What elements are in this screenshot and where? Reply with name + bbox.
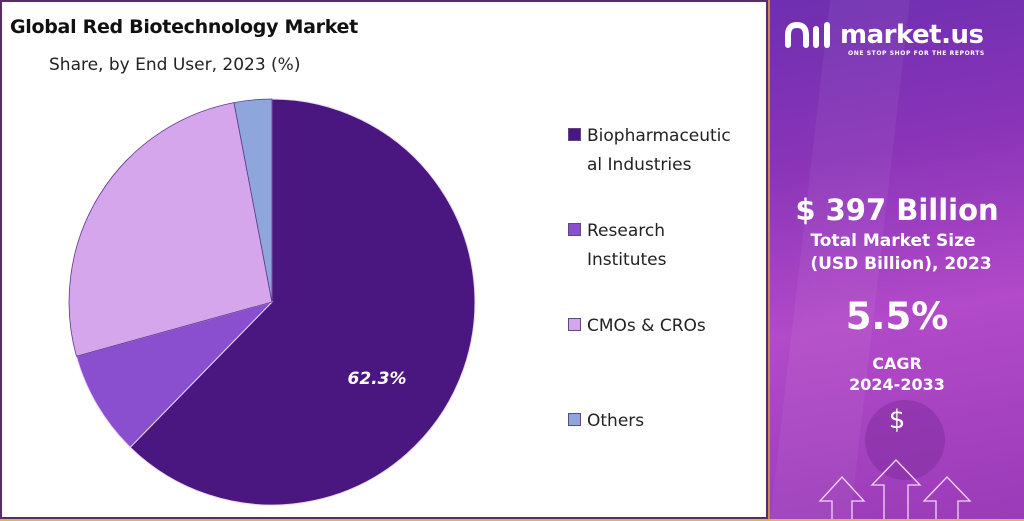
growth-arrows-icon — [818, 459, 972, 519]
bottom-border — [0, 519, 1024, 521]
legend-swatch — [568, 413, 581, 426]
slice-cmos-cros — [68, 102, 273, 357]
slice-value-label: 62.3% — [348, 369, 407, 389]
slice-others — [233, 98, 273, 303]
legend-label: Biopharmaceutic — [587, 126, 731, 146]
legend-label: Institutes — [587, 250, 667, 270]
legend-swatch — [568, 223, 581, 236]
chart-panel: Global Red Biotechnology Market Share, b… — [0, 0, 768, 519]
legend-swatch — [568, 318, 581, 331]
slice-biopharmaceutical — [129, 98, 476, 506]
legend-item-research: Research Institutes — [568, 217, 762, 275]
dollar-icon: $ — [888, 405, 906, 435]
cagr-period: 2024-2033 — [849, 375, 945, 394]
legend-item-cmos: CMOs & CROs — [568, 312, 762, 341]
legend-label: Research — [587, 221, 665, 241]
market-us-logo-icon — [785, 21, 830, 48]
cagr-value: 5.5% — [845, 295, 949, 338]
legend-label: al Industries — [587, 155, 692, 175]
info-sidebar: market.us ONE STOP SHOP FOR THE REPORTS … — [768, 0, 1024, 519]
chart-subtitle: Share, by End User, 2023 (%) — [49, 55, 301, 75]
background-decoration — [770, 0, 945, 519]
slice-research-institutes — [75, 301, 274, 449]
market-size-label-2: (USD Billion), 2023 — [810, 254, 992, 274]
chart-title: Global Red Biotechnology Market — [10, 16, 358, 38]
cagr-label: CAGR — [872, 354, 922, 373]
legend-label: CMOs & CROs — [587, 316, 706, 336]
pie-chart: 62.3% — [68, 98, 476, 506]
market-size-value: $ 397 Billion — [795, 193, 999, 227]
brand-tagline: ONE STOP SHOP FOR THE REPORTS — [848, 50, 985, 57]
legend-item-others: Others — [568, 407, 762, 436]
legend-label: Others — [587, 411, 645, 431]
brand-logo: market.us — [784, 20, 984, 50]
market-size-label: Total Market Size — [810, 231, 976, 251]
legend-item-biopharmaceutical: Biopharmaceutic al Industries — [568, 122, 762, 180]
legend-swatch — [568, 128, 581, 141]
brand-name: market.us — [840, 20, 984, 50]
